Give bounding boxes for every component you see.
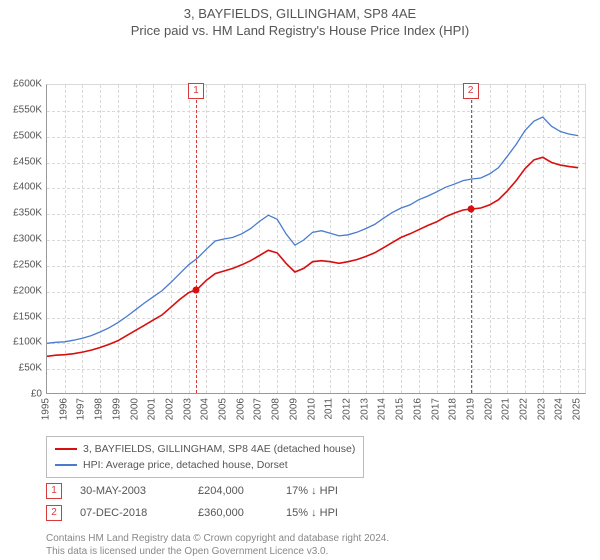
- x-tick-label: 2019: [465, 398, 476, 420]
- plot-region: 12: [46, 84, 586, 394]
- event-badge: 2: [46, 505, 62, 521]
- x-tick-label: 2010: [306, 398, 317, 420]
- event-delta: 17% ↓ HPI: [286, 485, 386, 497]
- x-tick-label: 1997: [76, 398, 87, 420]
- legend: 3, BAYFIELDS, GILLINGHAM, SP8 4AE (detac…: [46, 436, 364, 478]
- event-delta: 15% ↓ HPI: [286, 507, 386, 519]
- x-tick-label: 2007: [253, 398, 264, 420]
- event-price: £360,000: [198, 507, 268, 519]
- x-tick-label: 2024: [554, 398, 565, 420]
- y-tick-label: £100K: [13, 337, 42, 348]
- series-svg: [47, 85, 587, 395]
- x-tick-label: 2003: [182, 398, 193, 420]
- event-price: £204,000: [198, 485, 268, 497]
- x-tick-label: 2008: [271, 398, 282, 420]
- x-tick-label: 2005: [218, 398, 229, 420]
- chart-titles: 3, BAYFIELDS, GILLINGHAM, SP8 4AE Price …: [0, 0, 600, 38]
- legend-label: 3, BAYFIELDS, GILLINGHAM, SP8 4AE (detac…: [83, 443, 355, 455]
- y-tick-label: £200K: [13, 285, 42, 296]
- x-tick-label: 2021: [501, 398, 512, 420]
- x-tick-label: 2022: [519, 398, 530, 420]
- y-tick-label: £450K: [13, 156, 42, 167]
- y-tick-label: £300K: [13, 234, 42, 245]
- x-tick-label: 2011: [324, 398, 335, 420]
- x-tick-label: 2001: [147, 398, 158, 420]
- x-tick-label: 1996: [58, 398, 69, 420]
- y-tick-label: £500K: [13, 130, 42, 141]
- y-tick-label: £250K: [13, 259, 42, 270]
- event-marker: [193, 286, 200, 293]
- y-axis-labels: £0£50K£100K£150K£200K£250K£300K£350K£400…: [0, 84, 44, 394]
- event-date: 30-MAY-2003: [80, 485, 180, 497]
- footnote-line: This data is licensed under the Open Gov…: [46, 545, 389, 558]
- x-tick-label: 2016: [412, 398, 423, 420]
- x-tick-label: 2025: [572, 398, 583, 420]
- x-tick-label: 1999: [111, 398, 122, 420]
- x-tick-label: 2020: [483, 398, 494, 420]
- x-tick-label: 2006: [235, 398, 246, 420]
- event-marker: [467, 206, 474, 213]
- y-tick-label: £550K: [13, 104, 42, 115]
- events-table: 1 30-MAY-2003 £204,000 17% ↓ HPI 2 07-DEC-201…: [46, 480, 386, 524]
- x-tick-label: 2002: [164, 398, 175, 420]
- y-tick-label: £600K: [13, 79, 42, 90]
- footnote: Contains HM Land Registry data © Crown c…: [46, 532, 389, 558]
- series-hpi_dorset_detached: [47, 117, 578, 343]
- x-tick-label: 2017: [430, 398, 441, 420]
- legend-swatch: [55, 464, 77, 466]
- x-tick-label: 2012: [341, 398, 352, 420]
- footnote-line: Contains HM Land Registry data © Crown c…: [46, 532, 389, 545]
- y-tick-label: £350K: [13, 208, 42, 219]
- x-axis-labels: 1995199619971998199920002001200220032004…: [46, 398, 586, 434]
- event-date: 07-DEC-2018: [80, 507, 180, 519]
- series-subject_property: [47, 157, 578, 356]
- event-row: 2 07-DEC-2018 £360,000 15% ↓ HPI: [46, 502, 386, 524]
- x-tick-label: 2014: [377, 398, 388, 420]
- x-tick-label: 2000: [129, 398, 140, 420]
- event-badge: 1: [46, 483, 62, 499]
- x-tick-label: 2015: [395, 398, 406, 420]
- chart-subtitle: Price paid vs. HM Land Registry's House …: [0, 23, 600, 38]
- event-row: 1 30-MAY-2003 £204,000 17% ↓ HPI: [46, 480, 386, 502]
- legend-swatch: [55, 448, 77, 450]
- x-tick-label: 2018: [448, 398, 459, 420]
- legend-row: 3, BAYFIELDS, GILLINGHAM, SP8 4AE (detac…: [55, 441, 355, 457]
- address-title: 3, BAYFIELDS, GILLINGHAM, SP8 4AE: [0, 6, 600, 21]
- x-tick-label: 1995: [41, 398, 52, 420]
- y-tick-label: £150K: [13, 311, 42, 322]
- legend-label: HPI: Average price, detached house, Dors…: [83, 459, 288, 471]
- y-tick-label: £400K: [13, 182, 42, 193]
- x-tick-label: 2004: [200, 398, 211, 420]
- x-tick-label: 2009: [288, 398, 299, 420]
- y-tick-label: £50K: [19, 363, 42, 374]
- x-tick-label: 2013: [359, 398, 370, 420]
- x-tick-label: 1998: [94, 398, 105, 420]
- x-tick-label: 2023: [536, 398, 547, 420]
- legend-row: HPI: Average price, detached house, Dors…: [55, 457, 355, 473]
